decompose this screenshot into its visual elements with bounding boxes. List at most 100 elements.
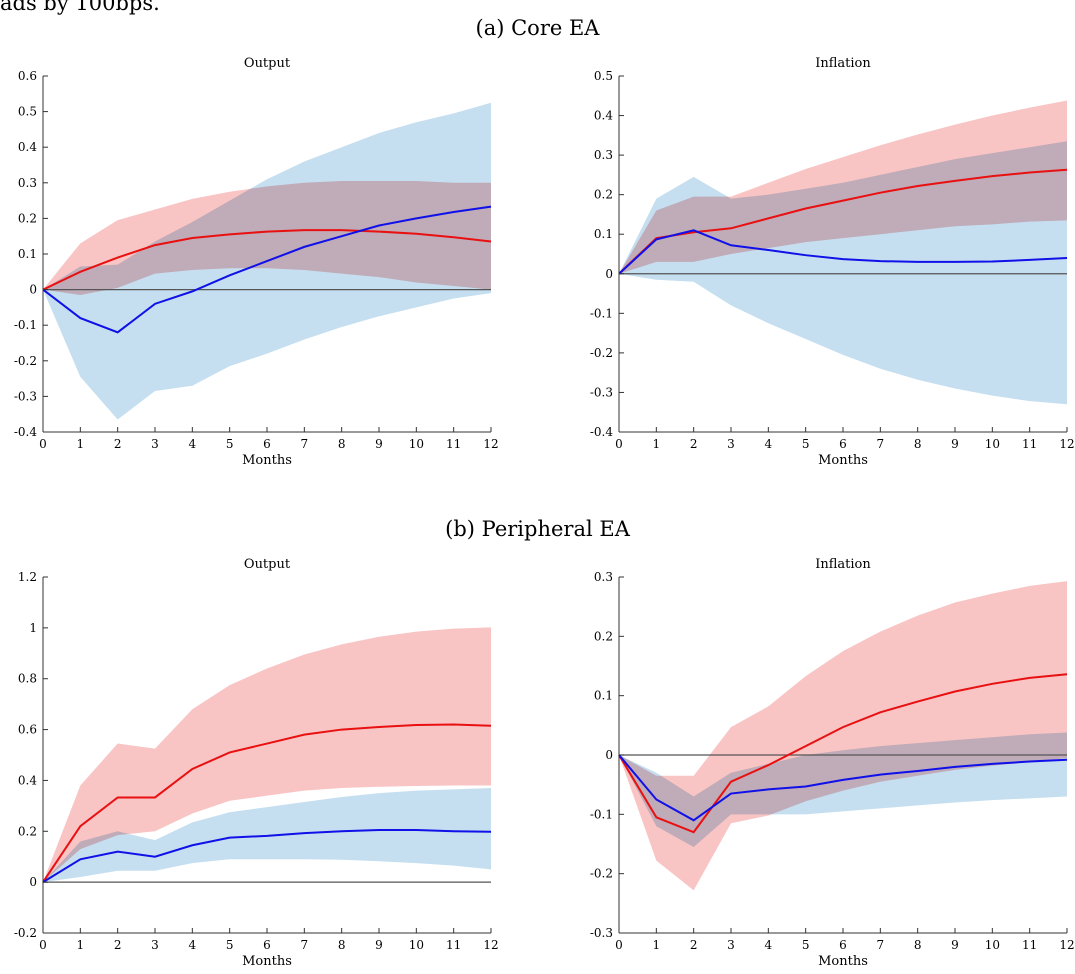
x-tick-label: 10 xyxy=(409,938,424,952)
x-tick-label: 6 xyxy=(263,437,271,451)
x-tick-label: 1 xyxy=(77,938,85,952)
x-tick-label: 4 xyxy=(765,437,773,451)
x-tick-label: 6 xyxy=(839,437,847,451)
y-tick-label: 0.4 xyxy=(18,140,37,154)
y-tick-label: 0.2 xyxy=(18,211,37,225)
x-tick-label: 2 xyxy=(114,437,122,451)
y-tick-label: 0 xyxy=(29,875,37,889)
x-tick-label: 11 xyxy=(1022,938,1037,952)
x-tick-label: 3 xyxy=(727,437,735,451)
y-tick-label: -0.2 xyxy=(14,926,37,940)
x-tick-label: 8 xyxy=(338,938,346,952)
panel-title: Inflation xyxy=(815,56,871,71)
x-tick-label: 0 xyxy=(615,938,623,952)
y-tick-label: -0.1 xyxy=(590,807,613,821)
chart-panel-1: -0.4-0.3-0.2-0.100.10.20.30.40.50 1 2 3 4 5 6 7… xyxy=(590,56,1075,468)
y-tick-label: 0.1 xyxy=(594,227,613,241)
confidence-band-red xyxy=(43,627,491,883)
x-tick-label: 5 xyxy=(802,437,810,451)
x-tick-label: 12 xyxy=(1059,437,1074,451)
x-tick-label: 4 xyxy=(189,938,197,952)
section-title-peripheral: (b) Peripheral EA xyxy=(445,517,630,541)
y-tick-label: 0.3 xyxy=(594,148,613,162)
x-tick-label: 1 xyxy=(653,437,661,451)
x-tick-label: 11 xyxy=(446,437,461,451)
x-tick-label: 2 xyxy=(690,437,698,451)
x-tick-label: 7 xyxy=(301,938,309,952)
x-tick-label: 0 xyxy=(615,437,623,451)
y-tick-label: 0.1 xyxy=(18,247,37,261)
x-tick-label: 11 xyxy=(1022,437,1037,451)
x-tick-label: 9 xyxy=(375,437,383,451)
x-tick-label: 9 xyxy=(951,938,959,952)
x-tick-label: 12 xyxy=(483,938,498,952)
confidence-band-red xyxy=(619,581,1067,891)
x-tick-label: 12 xyxy=(483,437,498,451)
y-tick-label: 0.6 xyxy=(18,69,37,83)
x-tick-label: 6 xyxy=(839,938,847,952)
y-tick-label: 0.8 xyxy=(18,672,37,686)
y-tick-label: 0.5 xyxy=(594,69,613,83)
x-tick-label: 8 xyxy=(338,437,346,451)
x-tick-label: 4 xyxy=(189,437,197,451)
intro-text: ads by 100bps. xyxy=(0,0,160,15)
series-line-blue xyxy=(42,829,492,883)
confidence-band-blue xyxy=(619,141,1067,405)
y-tick-label: 0.1 xyxy=(594,689,613,703)
x-tick-label: 2 xyxy=(114,938,122,952)
x-tick-label: 10 xyxy=(985,938,1000,952)
x-tick-label: 9 xyxy=(951,437,959,451)
x-tick-label: 12 xyxy=(1059,938,1074,952)
y-tick-label: -0.3 xyxy=(14,389,37,403)
confidence-band-blue xyxy=(619,732,1067,847)
chart-panel-3: -0.3-0.2-0.100.10.20.30 1 2 3 4 5 6 7 8 9 10 11 12In… xyxy=(590,557,1075,969)
x-tick-label: 7 xyxy=(877,437,885,451)
y-tick-label: 0.4 xyxy=(594,109,613,123)
y-tick-label: -0.4 xyxy=(14,425,38,439)
series-line-blue xyxy=(618,754,1068,822)
chart-panel-2: -0.200.20.40.60.811.20 1 2 3 4 5 6 7 8 9 10 11 12Out… xyxy=(14,557,499,969)
y-tick-label: -0.1 xyxy=(14,318,37,332)
x-tick-label: 3 xyxy=(727,938,735,952)
y-tick-label: -0.3 xyxy=(590,385,613,399)
x-axis-label: Months xyxy=(242,453,292,468)
x-tick-label: 3 xyxy=(151,938,159,952)
series-line-red xyxy=(42,229,492,291)
x-tick-label: 10 xyxy=(985,437,1000,451)
y-tick-label: 0.5 xyxy=(18,105,37,119)
x-axis-label: Months xyxy=(242,954,292,969)
x-tick-label: 0 xyxy=(39,437,47,451)
y-tick-label: 1 xyxy=(29,621,37,635)
x-tick-label: 1 xyxy=(653,938,661,952)
y-tick-label: 0.6 xyxy=(18,723,37,737)
y-tick-label: 0 xyxy=(605,267,613,281)
y-tick-label: 0.4 xyxy=(18,773,37,787)
x-axis-label: Months xyxy=(818,954,868,969)
x-tick-label: 7 xyxy=(301,437,309,451)
y-tick-label: 0 xyxy=(605,748,613,762)
y-tick-label: -0.3 xyxy=(590,926,613,940)
x-tick-label: 4 xyxy=(765,938,773,952)
panel-title: Output xyxy=(244,56,291,71)
series-line-red xyxy=(618,673,1068,834)
y-tick-label: 0.3 xyxy=(18,176,37,190)
x-tick-label: 5 xyxy=(226,938,234,952)
y-tick-label: 0.3 xyxy=(594,570,613,584)
series-line-blue xyxy=(618,229,1068,275)
series-line-red xyxy=(618,168,1068,275)
y-tick-label: 1.2 xyxy=(18,570,37,584)
panel-title: Output xyxy=(244,557,291,572)
x-tick-label: 11 xyxy=(446,938,461,952)
x-tick-label: 8 xyxy=(914,437,922,451)
x-tick-label: 3 xyxy=(151,437,159,451)
x-tick-label: 0 xyxy=(39,938,47,952)
series-line-blue xyxy=(42,205,492,334)
y-tick-label: -0.2 xyxy=(590,346,613,360)
x-tick-label: 2 xyxy=(690,938,698,952)
panel-title: Inflation xyxy=(815,557,871,572)
y-tick-label: 0.2 xyxy=(594,629,613,643)
x-tick-label: 1 xyxy=(77,437,85,451)
x-tick-label: 9 xyxy=(375,938,383,952)
x-tick-label: 10 xyxy=(409,437,424,451)
